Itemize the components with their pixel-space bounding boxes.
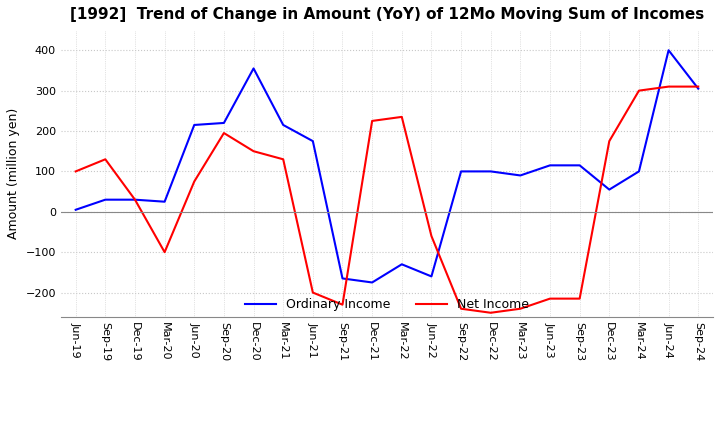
Ordinary Income	[665, 48, 673, 53]
Net Income	[427, 233, 436, 238]
Net Income	[456, 306, 465, 312]
Net Income	[249, 149, 258, 154]
Net Income	[309, 290, 318, 295]
Legend: Ordinary Income, Net Income: Ordinary Income, Net Income	[240, 293, 534, 316]
Net Income	[397, 114, 406, 120]
Ordinary Income	[487, 169, 495, 174]
Ordinary Income	[456, 169, 465, 174]
Ordinary Income	[575, 163, 584, 168]
Net Income	[161, 249, 169, 255]
Net Income	[694, 84, 703, 89]
Line: Net Income: Net Income	[76, 87, 698, 313]
Ordinary Income	[516, 173, 525, 178]
Ordinary Income	[220, 120, 228, 125]
Net Income	[220, 130, 228, 136]
Net Income	[279, 157, 287, 162]
Ordinary Income	[309, 139, 318, 144]
Net Income	[190, 179, 199, 184]
Net Income	[634, 88, 643, 93]
Ordinary Income	[279, 122, 287, 128]
Ordinary Income	[397, 262, 406, 267]
Ordinary Income	[190, 122, 199, 128]
Net Income	[665, 84, 673, 89]
Ordinary Income	[427, 274, 436, 279]
Ordinary Income	[694, 86, 703, 91]
Net Income	[575, 296, 584, 301]
Net Income	[71, 169, 80, 174]
Ordinary Income	[101, 197, 109, 202]
Ordinary Income	[634, 169, 643, 174]
Ordinary Income	[368, 280, 377, 285]
Ordinary Income	[71, 207, 80, 213]
Net Income	[605, 139, 613, 144]
Title: [1992]  Trend of Change in Amount (YoY) of 12Mo Moving Sum of Incomes: [1992] Trend of Change in Amount (YoY) o…	[70, 7, 704, 22]
Net Income	[516, 306, 525, 312]
Net Income	[101, 157, 109, 162]
Net Income	[130, 197, 139, 202]
Net Income	[338, 302, 347, 307]
Ordinary Income	[605, 187, 613, 192]
Ordinary Income	[130, 197, 139, 202]
Ordinary Income	[249, 66, 258, 71]
Net Income	[546, 296, 554, 301]
Line: Ordinary Income: Ordinary Income	[76, 50, 698, 282]
Net Income	[487, 310, 495, 315]
Ordinary Income	[338, 276, 347, 281]
Net Income	[368, 118, 377, 124]
Ordinary Income	[161, 199, 169, 204]
Ordinary Income	[546, 163, 554, 168]
Y-axis label: Amount (million yen): Amount (million yen)	[7, 108, 20, 239]
